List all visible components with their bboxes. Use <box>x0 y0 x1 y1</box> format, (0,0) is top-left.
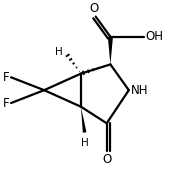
Text: F: F <box>3 71 9 84</box>
Text: H: H <box>55 46 63 57</box>
Text: O: O <box>89 2 98 15</box>
Text: F: F <box>3 97 9 110</box>
Text: H: H <box>81 138 89 148</box>
Text: OH: OH <box>145 30 163 43</box>
Polygon shape <box>81 107 86 133</box>
Polygon shape <box>108 37 113 64</box>
Text: O: O <box>102 153 111 166</box>
Text: NH: NH <box>131 84 148 97</box>
